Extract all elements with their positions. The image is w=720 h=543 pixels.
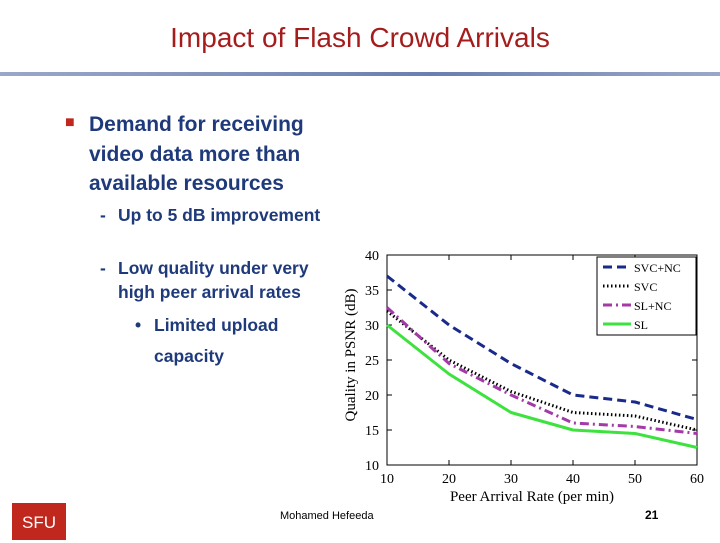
- bullet-main-text: Demand for receiving video data more tha…: [89, 113, 304, 195]
- legend-box: [596, 256, 697, 336]
- x-tick-label: 30: [504, 472, 518, 487]
- y-tick-label: 25: [365, 354, 379, 369]
- dash-bullet-icon: -: [100, 205, 106, 225]
- y-tick-label: 10: [365, 459, 379, 474]
- page-number: 21: [645, 508, 659, 522]
- x-axis-label: Peer Arrival Rate (per min): [450, 489, 614, 505]
- series-line-sl: [386, 323, 698, 449]
- bullet-subsub-1: • Limited upload capacity: [135, 310, 335, 372]
- y-tick-label: 35: [365, 284, 379, 299]
- sfu-logo: SFU: [12, 503, 66, 540]
- bullet-sub-2: - Low quality under very high peer arriv…: [100, 256, 350, 304]
- bullet-sub-2-text: Low quality under very high peer arrival…: [118, 258, 309, 302]
- x-tick-label: 40: [566, 472, 580, 487]
- y-tick-label: 30: [365, 319, 379, 334]
- y-axis-label: Quality in PSNR (dB): [343, 289, 359, 422]
- legend-label: SVC: [634, 280, 657, 294]
- x-tick-label: 50: [628, 472, 642, 487]
- bullet-main: ■ Demand for receiving video data more t…: [65, 110, 355, 199]
- y-tick-label: 20: [365, 389, 379, 404]
- title-divider: [0, 72, 720, 76]
- bullet-subsub-1-text: Limited upload capacity: [154, 315, 279, 366]
- series-line-svc: [386, 309, 698, 432]
- legend-label: SVC+NC: [634, 261, 681, 275]
- bullet-sub-1-text: Up to 5 dB improvement: [118, 205, 321, 225]
- legend-label: SL+NC: [634, 299, 671, 313]
- y-tick-label: 40: [365, 249, 379, 264]
- legend-label: SL: [634, 318, 648, 332]
- footer-author: Mohamed Hefeeda: [280, 510, 374, 522]
- series-line-svc-nc: [386, 274, 698, 421]
- slide-title: Impact of Flash Crowd Arrivals: [170, 22, 550, 53]
- dot-bullet-icon: •: [135, 315, 142, 335]
- x-tick-label: 60: [690, 472, 704, 487]
- series-line-sl-nc: [385, 306, 698, 435]
- dash-bullet-icon: -: [100, 258, 106, 278]
- square-bullet-icon: ■: [65, 114, 75, 131]
- bullet-sub-1: - Up to 5 dB improvement: [100, 203, 350, 227]
- x-tick-label: 10: [380, 472, 394, 487]
- x-tick-label: 20: [442, 472, 456, 487]
- y-tick-label: 15: [365, 424, 379, 439]
